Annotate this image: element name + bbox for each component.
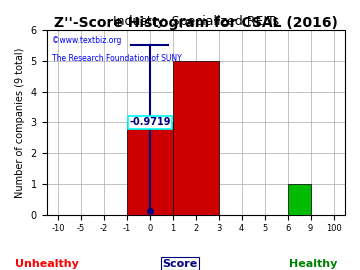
Text: ©www.textbiz.org: ©www.textbiz.org bbox=[53, 36, 122, 45]
Bar bbox=[288, 184, 311, 215]
Bar bbox=[127, 122, 173, 215]
Text: Healthy: Healthy bbox=[289, 259, 337, 269]
Text: -0.9719: -0.9719 bbox=[129, 117, 171, 127]
Text: The Research Foundation of SUNY: The Research Foundation of SUNY bbox=[53, 54, 182, 63]
Bar bbox=[173, 61, 219, 215]
Y-axis label: Number of companies (9 total): Number of companies (9 total) bbox=[15, 47, 25, 198]
Text: Unhealthy: Unhealthy bbox=[15, 259, 79, 269]
Text: Score: Score bbox=[162, 259, 198, 269]
Text: Industry: Specialized REITs: Industry: Specialized REITs bbox=[113, 15, 279, 28]
Title: Z''-Score Histogram for CSAL (2016): Z''-Score Histogram for CSAL (2016) bbox=[54, 16, 338, 30]
